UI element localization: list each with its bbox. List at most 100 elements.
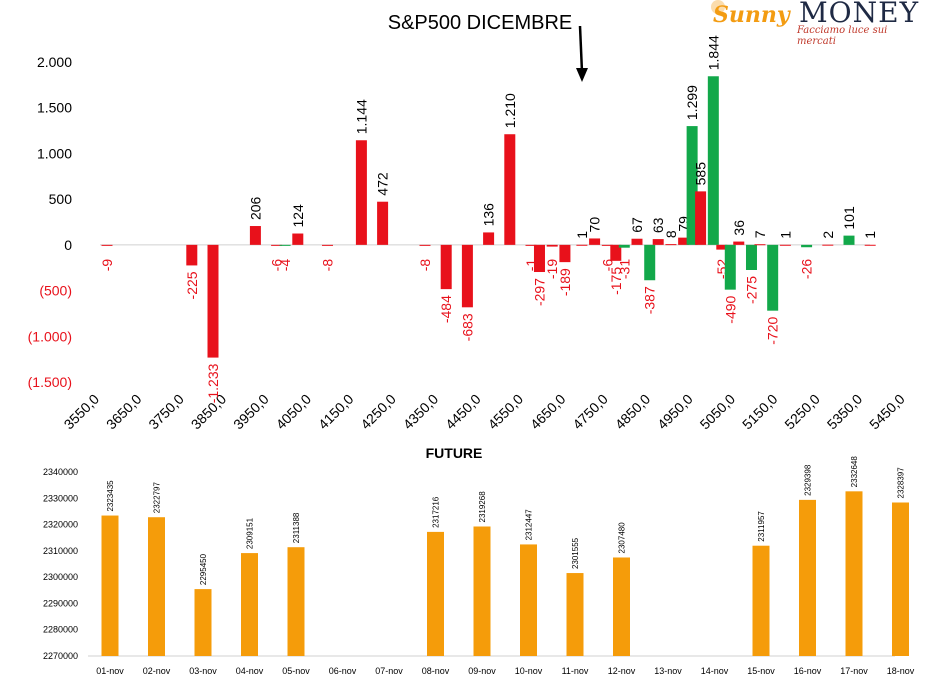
bar-label: 2 <box>820 231 836 239</box>
bar-label: -9 <box>99 259 115 272</box>
annotation-arrow-head <box>576 68 588 82</box>
bar-label: -8 <box>319 259 335 272</box>
bar-4500 <box>864 244 876 246</box>
bar-label: -720 <box>765 316 781 344</box>
bar-label: -189 <box>557 268 573 296</box>
future-x-tick-label: 04-nov <box>236 666 264 676</box>
future-bar-label: 2311957 <box>757 511 766 542</box>
sunny-money-logo: Sunny MONEY Facciamo luce sui mercati <box>711 0 923 47</box>
bar-4250 <box>652 239 664 245</box>
future-y-tick-label: 2330000 <box>43 493 78 503</box>
bar-4325 <box>716 244 728 250</box>
bar-label: -26 <box>799 259 815 279</box>
bar-label: 136 <box>481 203 497 227</box>
chart-title: S&P500 DICEMBRE <box>388 12 573 34</box>
bar-3800 <box>271 244 283 246</box>
bar-4160 <box>576 244 588 246</box>
future-bar-10-nov <box>520 544 537 656</box>
bar-4075 <box>504 134 516 245</box>
future-bar-08-nov <box>427 531 444 656</box>
future-x-tick-label: 13-nov <box>654 666 682 676</box>
future-bar-label: 2329398 <box>804 464 813 496</box>
bar-4450 <box>822 244 834 246</box>
y-tick-label: 2.000 <box>37 54 72 70</box>
sp500-open-interest-chart: S&P500 DICEMBRE 2.000 1.500 1.000 500 0 (500) (… <box>28 12 908 433</box>
future-x-tick-label: 15-nov <box>747 666 775 676</box>
future-x-tick-label: 02-nov <box>143 666 171 676</box>
bar-label: -6 <box>599 259 615 272</box>
future-x-tick-label: 05-nov <box>282 666 310 676</box>
future-x-tick-label: 09-nov <box>468 666 496 676</box>
future-x-tick-label: 11-nov <box>562 666 589 676</box>
bar-label: 1.844 <box>705 35 721 70</box>
bar-label: -275 <box>743 276 759 304</box>
future-bar-label: 2319268 <box>478 491 487 523</box>
bar-label: -4 <box>277 259 293 272</box>
bar-4050 <box>483 232 495 245</box>
bar-label: 1 <box>862 231 878 239</box>
bar-4280 <box>678 237 690 245</box>
future-y-tick-label: 2320000 <box>43 520 78 530</box>
x-tick-label: 4750,0 <box>569 391 611 433</box>
y-tick-label: (500) <box>39 283 72 299</box>
future-bar-label: 2312447 <box>525 509 534 541</box>
future-x-tick-label: 17-nov <box>840 666 868 676</box>
bar-label: 101 <box>841 206 857 230</box>
future-x-tick-label: 01-nov <box>96 666 124 676</box>
future-x-tick-label: 14-nov <box>701 666 729 676</box>
bar-4400 <box>779 244 791 246</box>
bar-label: -19 <box>544 259 560 279</box>
future-bar-label: 2322797 <box>153 482 162 514</box>
x-tick-label: 5250,0 <box>781 391 823 433</box>
bar-4175 <box>589 238 601 245</box>
future-bar-02-nov <box>148 517 165 656</box>
y-tick-label: 1.000 <box>37 145 72 161</box>
bar-3925 <box>377 201 389 245</box>
future-bar-12-nov <box>613 557 630 656</box>
x-tick-label: 3750,0 <box>145 391 187 433</box>
bar-label: 1.299 <box>684 85 700 120</box>
bar-4200 <box>610 244 622 261</box>
bar-label: 7 <box>752 230 768 238</box>
x-tick-label: 3950,0 <box>230 391 272 433</box>
bar-label: 1 <box>574 231 590 239</box>
bar-label: -490 <box>722 295 738 323</box>
future-x-tick-label: 06-nov <box>329 666 357 676</box>
future-bar-05-nov <box>287 547 305 656</box>
bar-3810 <box>279 244 291 246</box>
bar-4265 <box>665 244 677 246</box>
x-tick-label: 5350,0 <box>824 391 866 433</box>
logo-money-text: MONEY <box>799 0 920 29</box>
bar-label: -31 <box>616 259 632 279</box>
bar-label: 8 <box>663 230 679 238</box>
annotation-arrow-shaft <box>578 25 584 73</box>
future-y-tick-label: 2310000 <box>43 546 78 556</box>
bar-4315 <box>707 76 719 245</box>
y-tick-label: (1.500) <box>28 374 72 390</box>
future-x-tick-label: 08-nov <box>422 666 450 676</box>
bar-4240 <box>644 244 656 281</box>
bar-4300 <box>695 191 707 245</box>
bar-label: -387 <box>642 286 658 314</box>
future-y-tick-label: 2340000 <box>43 467 78 477</box>
bar-label: -6 <box>269 259 285 272</box>
bar-label: -297 <box>531 278 547 306</box>
future-y-tick-label: 2280000 <box>43 625 78 635</box>
future-bar-03-nov <box>194 589 212 656</box>
future-x-tick-label: 10-nov <box>515 666 543 676</box>
future-bar-15-nov <box>752 545 770 656</box>
bar-label: -683 <box>459 313 475 341</box>
bar-label: 67 <box>629 217 645 233</box>
logo-sunny-text: Sunny <box>713 2 790 28</box>
future-bar-01-nov <box>101 515 119 656</box>
bar-label: 472 <box>375 172 391 196</box>
bar-4475 <box>843 235 855 245</box>
bar-4290 <box>686 126 698 245</box>
bar-4345 <box>733 241 745 245</box>
bar-label: 1.210 <box>502 93 518 128</box>
bar-4140 <box>559 244 571 263</box>
bar-3700 <box>186 244 198 266</box>
sun-icon <box>711 0 725 14</box>
future-x-tick-label: 03-nov <box>189 666 217 676</box>
future-x-tick-label: 07-nov <box>375 666 403 676</box>
